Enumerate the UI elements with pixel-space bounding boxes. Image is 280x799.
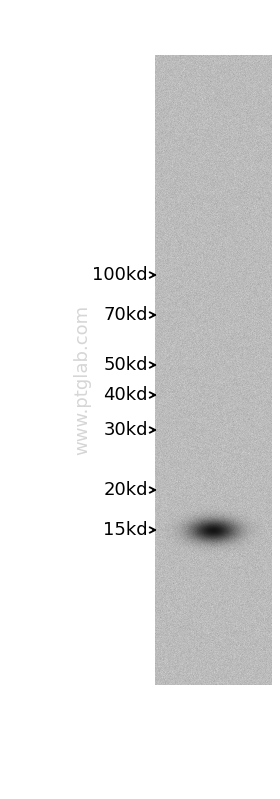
Text: 100kd: 100kd [92, 266, 148, 284]
Text: 20kd: 20kd [104, 481, 148, 499]
Text: 40kd: 40kd [104, 386, 148, 404]
Text: 70kd: 70kd [104, 306, 148, 324]
Text: 50kd: 50kd [104, 356, 148, 374]
Text: www.ptglab.com: www.ptglab.com [73, 305, 91, 455]
Text: 30kd: 30kd [104, 421, 148, 439]
Text: 15kd: 15kd [103, 521, 148, 539]
